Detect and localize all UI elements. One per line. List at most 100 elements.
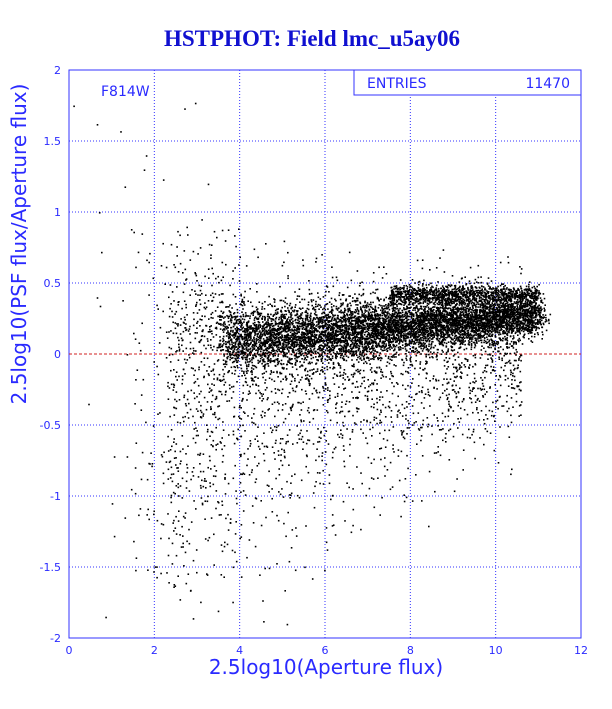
data-point	[513, 301, 516, 303]
data-point	[426, 361, 428, 363]
data-point	[259, 324, 261, 326]
data-point	[530, 305, 533, 308]
data-point	[344, 325, 346, 327]
data-point	[429, 337, 431, 339]
data-point	[513, 320, 515, 323]
data-point	[387, 322, 390, 325]
data-point	[521, 306, 523, 309]
data-point	[399, 307, 401, 310]
data-point	[486, 329, 489, 331]
data-point	[272, 350, 275, 352]
data-point	[355, 336, 357, 338]
data-point	[377, 307, 380, 309]
data-point	[280, 317, 282, 319]
data-point	[430, 312, 432, 314]
data-point	[345, 329, 348, 331]
data-point	[529, 313, 532, 315]
data-point	[487, 321, 490, 323]
data-point	[405, 333, 407, 335]
data-point	[409, 332, 411, 335]
data-point	[396, 304, 398, 306]
data-point	[389, 358, 391, 361]
data-point	[390, 331, 392, 333]
data-point	[366, 343, 369, 346]
data-point	[498, 317, 501, 320]
data-point	[279, 336, 282, 338]
data-point	[355, 343, 358, 346]
data-point	[529, 305, 532, 308]
data-point	[471, 316, 473, 319]
data-point	[312, 326, 314, 328]
data-point	[426, 331, 429, 334]
data-point	[507, 320, 510, 323]
data-point	[231, 307, 233, 309]
data-point	[455, 300, 457, 303]
data-point	[443, 333, 446, 335]
data-point	[467, 314, 470, 316]
data-point	[312, 339, 315, 341]
data-point	[266, 323, 268, 326]
data-point	[359, 306, 362, 308]
data-point	[255, 345, 258, 348]
data-point	[356, 346, 358, 349]
data-point	[248, 353, 251, 355]
data-point	[417, 315, 420, 317]
data-point	[420, 307, 422, 310]
data-point	[242, 326, 245, 329]
data-point	[222, 368, 224, 371]
data-point	[458, 339, 461, 342]
data-point	[499, 284, 502, 287]
data-point	[326, 319, 328, 321]
data-point	[324, 337, 327, 339]
data-point	[522, 314, 524, 317]
data-point	[261, 335, 263, 338]
data-point	[272, 318, 275, 321]
data-point	[276, 371, 278, 374]
data-point	[480, 309, 483, 311]
data-point	[381, 329, 384, 331]
data-point	[236, 353, 239, 356]
data-point	[456, 311, 458, 314]
data-point	[339, 320, 341, 322]
data-point	[324, 358, 327, 361]
data-point	[358, 341, 361, 344]
data-point	[304, 368, 306, 371]
data-point	[320, 349, 323, 352]
data-point	[356, 359, 358, 361]
data-point	[543, 310, 546, 312]
data-point	[543, 297, 546, 300]
data-point	[477, 335, 480, 337]
data-point	[495, 311, 498, 313]
data-point	[481, 326, 483, 328]
data-point	[373, 330, 375, 332]
data-point	[478, 315, 481, 318]
data-point	[291, 350, 294, 352]
data-point	[261, 362, 263, 365]
data-point	[341, 341, 343, 344]
data-point	[247, 361, 249, 363]
data-point	[530, 324, 533, 326]
data-point	[267, 329, 270, 331]
data-point	[442, 326, 445, 328]
data-point	[291, 317, 294, 320]
data-point	[508, 329, 511, 331]
data-point	[399, 338, 401, 340]
data-point	[261, 348, 263, 350]
data-point	[309, 320, 311, 322]
data-point	[224, 360, 227, 362]
data-point	[375, 318, 377, 320]
data-point	[453, 337, 456, 339]
data-point	[326, 343, 329, 346]
data-point	[385, 338, 388, 340]
data-point	[312, 324, 315, 327]
data-point	[290, 314, 293, 316]
data-point	[233, 345, 236, 347]
data-point	[281, 350, 284, 353]
data-point	[381, 312, 384, 315]
data-point	[537, 323, 539, 325]
data-point	[286, 334, 288, 336]
data-point	[323, 340, 325, 343]
data-point	[259, 357, 262, 360]
data-point	[368, 327, 371, 329]
data-point	[406, 349, 408, 352]
